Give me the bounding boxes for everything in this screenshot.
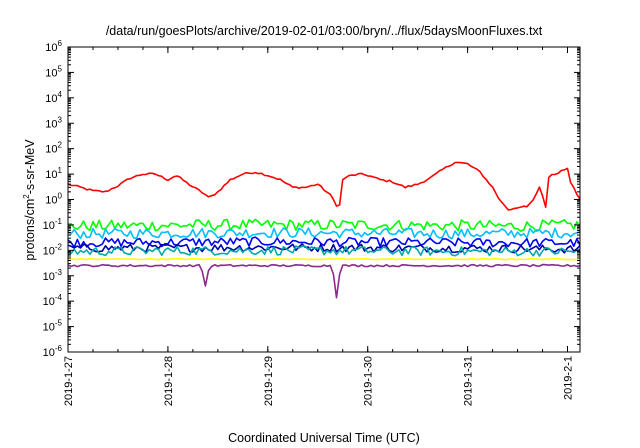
chart-title: /data/run/goesPlots/archive/2019-02-01/0… <box>106 24 543 38</box>
y-tick-base: 10 <box>43 296 55 308</box>
series-line <box>67 236 581 248</box>
series-line <box>68 257 581 261</box>
y-tick-base: 10 <box>45 67 57 79</box>
y-tick-label: 104 <box>45 90 62 105</box>
y-tick-label: 102 <box>45 141 62 156</box>
y-tick-label: 105 <box>45 64 62 79</box>
y-tick-exponent: -6 <box>55 344 63 353</box>
y-tick-exponent: -1 <box>55 217 63 226</box>
y-axis-label: protons/cm2-s-sr-MeV <box>22 139 37 261</box>
y-tick-label: 10-3 <box>43 268 63 283</box>
x-tick-label: 2019-1-31 <box>463 356 475 406</box>
x-tick-label: 2019-1-29 <box>263 356 275 406</box>
y-tick-label: 101 <box>45 166 62 181</box>
x-axis-label: Coordinated Universal Time (UTC) <box>228 431 420 445</box>
y-axis-label-suffix: -s-sr-MeV <box>23 139 37 195</box>
y-tick-base: 10 <box>43 220 55 232</box>
y-tick-exponent: 4 <box>58 90 63 99</box>
series-line <box>67 245 581 257</box>
y-tick-exponent: 6 <box>58 39 63 48</box>
y-tick-exponent: -2 <box>55 242 63 251</box>
y-tick-exponent: 1 <box>58 166 63 175</box>
y-tick-base: 10 <box>45 195 57 207</box>
y-tick-label: 10-5 <box>43 319 63 334</box>
y-tick-exponent: 0 <box>58 192 63 201</box>
y-tick-exponent: -4 <box>55 293 63 302</box>
y-tick-base: 10 <box>43 322 55 334</box>
y-tick-base: 10 <box>43 271 55 283</box>
y-tick-base: 10 <box>43 347 55 359</box>
y-tick-label: 103 <box>45 115 62 130</box>
series-line <box>67 218 581 233</box>
y-axis-label-prefix: protons/cm <box>23 199 37 261</box>
x-tick-label: 2019-2-1 <box>563 356 575 400</box>
y-tick-label: 10-2 <box>43 242 63 257</box>
y-tick-base: 10 <box>45 118 57 130</box>
y-tick-label: 10-4 <box>43 293 63 308</box>
x-tick-labels: 2019-1-27 2019-1-28 2019-1-29 2019-1-30 2019… <box>63 356 575 406</box>
y-tick-exponent: 5 <box>58 64 63 73</box>
y-tick-exponent: 3 <box>58 115 63 124</box>
series-line <box>67 227 581 240</box>
y-tick-base: 10 <box>43 245 55 257</box>
x-tick-label: 2019-1-27 <box>63 356 75 406</box>
y-tick-labels: 10-610-510-410-310-210-11001011021031041… <box>43 39 63 359</box>
y-tick-label: 10-6 <box>43 344 63 359</box>
plot-frame <box>67 46 581 353</box>
x-tick-label: 2019-1-30 <box>363 356 375 406</box>
y-tick-label: 10-1 <box>43 217 63 232</box>
y-tick-base: 10 <box>45 144 57 156</box>
y-axis-label-superscript: 2 <box>22 194 31 199</box>
y-tick-base: 10 <box>45 42 57 54</box>
y-tick-base: 10 <box>45 93 57 105</box>
y-tick-label: 100 <box>45 192 62 207</box>
plot-series <box>67 161 581 299</box>
series-line <box>67 161 581 211</box>
y-tick-exponent: 2 <box>58 141 63 150</box>
x-tick-label: 2019-1-28 <box>163 356 175 406</box>
axis-ticks <box>67 46 580 353</box>
y-tick-base: 10 <box>45 169 57 181</box>
y-tick-exponent: -5 <box>55 319 63 328</box>
y-tick-exponent: -3 <box>55 268 63 277</box>
series-line <box>67 263 581 299</box>
y-tick-label: 106 <box>45 39 62 54</box>
